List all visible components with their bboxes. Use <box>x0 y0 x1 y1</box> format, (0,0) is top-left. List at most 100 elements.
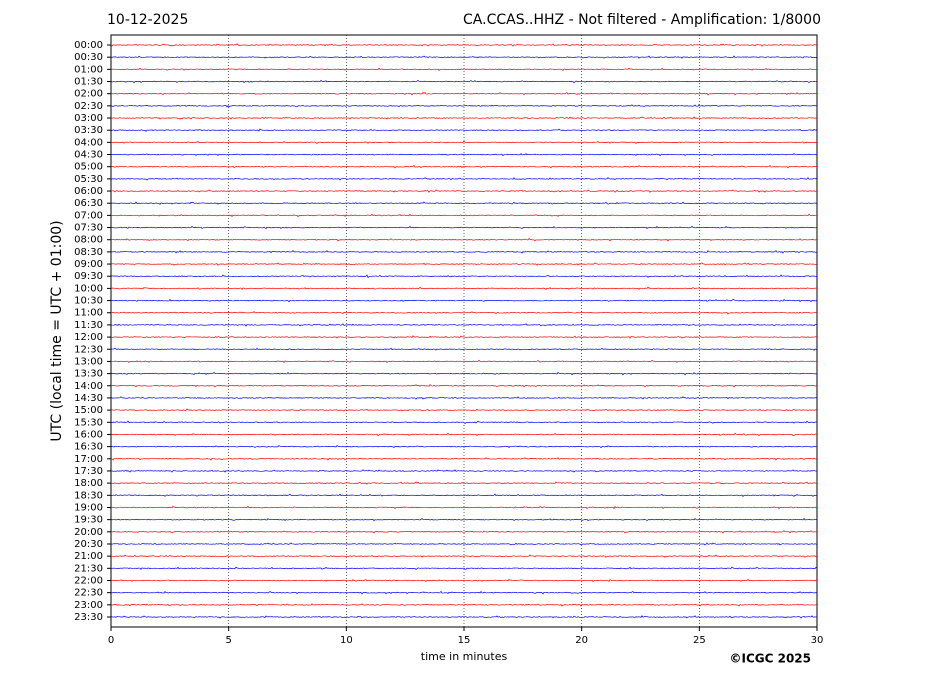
trace <box>110 493 818 497</box>
trace <box>110 542 818 546</box>
y-tick-label: 17:30 <box>74 466 103 477</box>
trace <box>110 91 818 96</box>
trace <box>110 481 818 485</box>
trace <box>110 469 818 473</box>
y-tick-label: 22:30 <box>74 588 103 599</box>
x-tick-label: 15 <box>458 635 471 646</box>
trace <box>110 225 818 230</box>
trace <box>110 408 818 412</box>
y-tick-label: 03:30 <box>74 125 103 136</box>
x-tick-label: 25 <box>693 635 706 646</box>
y-tick-label: 15:30 <box>74 417 103 428</box>
x-tick-label: 5 <box>225 635 231 646</box>
y-tick-label: 23:00 <box>74 600 103 611</box>
trace <box>110 67 818 72</box>
y-tick-label: 20:00 <box>74 527 103 538</box>
trace <box>110 55 818 59</box>
trace <box>110 505 818 510</box>
y-tick-label: 17:00 <box>74 454 103 465</box>
trace <box>110 164 818 169</box>
chart-title: CA.CCAS..HHZ - Not filtered - Amplificat… <box>463 12 821 28</box>
y-tick-label: 16:00 <box>74 429 103 440</box>
trace <box>110 262 818 266</box>
y-tick-label: 12:30 <box>74 344 103 355</box>
trace <box>110 554 818 558</box>
y-tick-label: 12:00 <box>74 332 103 343</box>
y-tick-label: 11:30 <box>74 320 103 331</box>
y-tick-label: 18:00 <box>74 478 103 489</box>
y-tick-label: 23:30 <box>74 612 103 623</box>
y-tick-label: 05:30 <box>74 174 103 185</box>
trace <box>110 213 818 218</box>
trace <box>110 250 818 254</box>
y-tick-label: 03:00 <box>74 113 103 124</box>
trace <box>110 371 818 376</box>
trace <box>110 578 818 583</box>
trace <box>110 286 818 291</box>
y-tick-label: 09:00 <box>74 259 103 270</box>
y-tick-label: 02:30 <box>74 101 103 112</box>
trace <box>110 323 818 327</box>
y-tick-label: 08:30 <box>74 247 103 258</box>
trace <box>110 274 818 279</box>
trace <box>110 530 818 534</box>
plot-frame <box>110 34 818 628</box>
y-tick-label: 19:00 <box>74 502 103 513</box>
trace <box>110 116 818 120</box>
y-tick-label: 00:30 <box>74 52 103 63</box>
y-tick-label: 07:00 <box>74 210 103 221</box>
y-tick-label: 14:00 <box>74 381 103 392</box>
date-label: 10-12-2025 <box>107 12 188 28</box>
y-tick-label: 19:30 <box>74 515 103 526</box>
y-tick-label: 21:00 <box>74 551 103 562</box>
trace <box>110 128 818 132</box>
y-tick-label: 04:30 <box>74 150 103 161</box>
y-tick-label: 15:00 <box>74 405 103 416</box>
y-tick-label: 06:00 <box>74 186 103 197</box>
y-tick-label: 16:30 <box>74 442 103 453</box>
y-tick-label: 05:00 <box>74 162 103 173</box>
trace <box>110 359 818 364</box>
y-tick-label: 18:30 <box>74 490 103 501</box>
y-tick-label: 07:30 <box>74 223 103 234</box>
y-tick-label: 22:00 <box>74 575 103 586</box>
y-tick-label: 13:00 <box>74 356 103 367</box>
trace <box>110 189 818 193</box>
trace <box>110 347 818 351</box>
y-tick-label: 01:30 <box>74 77 103 88</box>
trace <box>110 43 818 47</box>
x-axis-label: time in minutes <box>421 650 508 663</box>
y-tick-label: 04:00 <box>74 137 103 148</box>
y-tick-label: 11:00 <box>74 308 103 319</box>
x-tick-label: 20 <box>575 635 588 646</box>
trace <box>110 445 818 449</box>
trace <box>110 311 818 315</box>
y-tick-label: 21:30 <box>74 563 103 574</box>
y-tick-label: 20:30 <box>74 539 103 550</box>
trace <box>110 432 818 437</box>
trace <box>110 396 818 400</box>
trace <box>110 420 818 424</box>
trace <box>110 566 818 571</box>
trace <box>110 298 818 303</box>
y-axis-label: UTC (local time = UTC + 01:00) <box>49 220 65 441</box>
trace <box>110 456 818 461</box>
y-tick-label: 09:30 <box>74 271 103 282</box>
x-tick-label: 0 <box>108 635 114 646</box>
trace <box>110 153 818 157</box>
y-tick-label: 00:00 <box>74 40 103 51</box>
trace <box>110 104 818 108</box>
trace <box>110 590 818 595</box>
trace <box>110 517 818 522</box>
trace <box>110 79 818 84</box>
y-tick-label: 14:30 <box>74 393 103 404</box>
trace <box>110 177 818 181</box>
trace <box>110 383 818 388</box>
y-tick-label: 13:30 <box>74 369 103 380</box>
trace <box>110 140 818 145</box>
trace <box>110 603 818 607</box>
trace <box>110 615 818 619</box>
y-tick-label: 10:00 <box>74 283 103 294</box>
